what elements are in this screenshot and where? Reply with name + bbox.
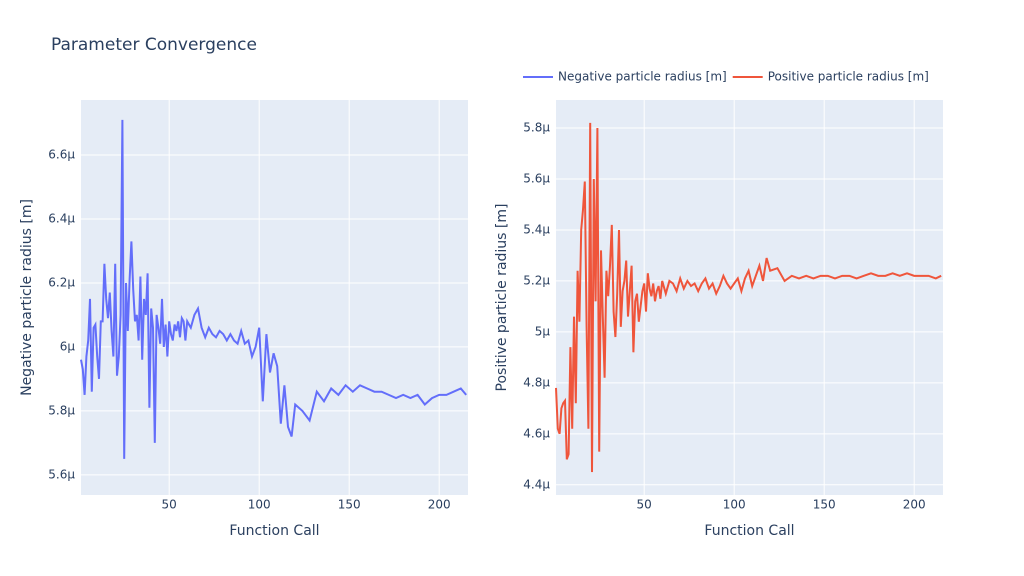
x-axis-title: Function Call (704, 523, 794, 539)
y-axis-title: Positive particle radius [m] (494, 204, 510, 392)
y-tick-label: 5.4μ (523, 222, 550, 236)
y-tick-label: 4.6μ (523, 426, 550, 440)
y-tick-label: 4.8μ (523, 375, 550, 389)
y-tick-label: 5.6μ (523, 172, 550, 186)
x-tick-label: 100 (723, 498, 746, 512)
y-tick-label: 4.4μ (523, 477, 550, 491)
x-tick-label: 50 (162, 498, 177, 512)
y-tick-label: 6μ (60, 339, 76, 353)
legend-label: Positive particle radius [m] (768, 70, 929, 84)
y-tick-label: 6.6μ (48, 148, 75, 162)
x-tick-label: 200 (428, 498, 451, 512)
x-tick-label: 150 (813, 498, 836, 512)
y-tick-label: 5.8μ (48, 403, 75, 417)
y-tick-label: 6.4μ (48, 211, 75, 225)
legend-label: Negative particle radius [m] (558, 70, 727, 84)
x-tick-label: 200 (903, 498, 926, 512)
x-tick-label: 150 (338, 498, 361, 512)
y-tick-label: 5μ (535, 324, 551, 338)
x-tick-label: 100 (248, 498, 271, 512)
y-axis-title: Negative particle radius [m] (19, 199, 35, 396)
plot-area (81, 100, 468, 495)
y-tick-label: 5.6μ (48, 467, 75, 481)
y-tick-label: 6.2μ (48, 275, 75, 289)
y-tick-label: 5.8μ (523, 121, 550, 135)
x-tick-label: 50 (637, 498, 652, 512)
y-tick-label: 5.2μ (523, 273, 550, 287)
data-line (555, 122, 942, 473)
chart-title: Parameter Convergence (51, 35, 257, 55)
x-axis-title: Function Call (229, 523, 319, 539)
data-line (80, 119, 467, 459)
